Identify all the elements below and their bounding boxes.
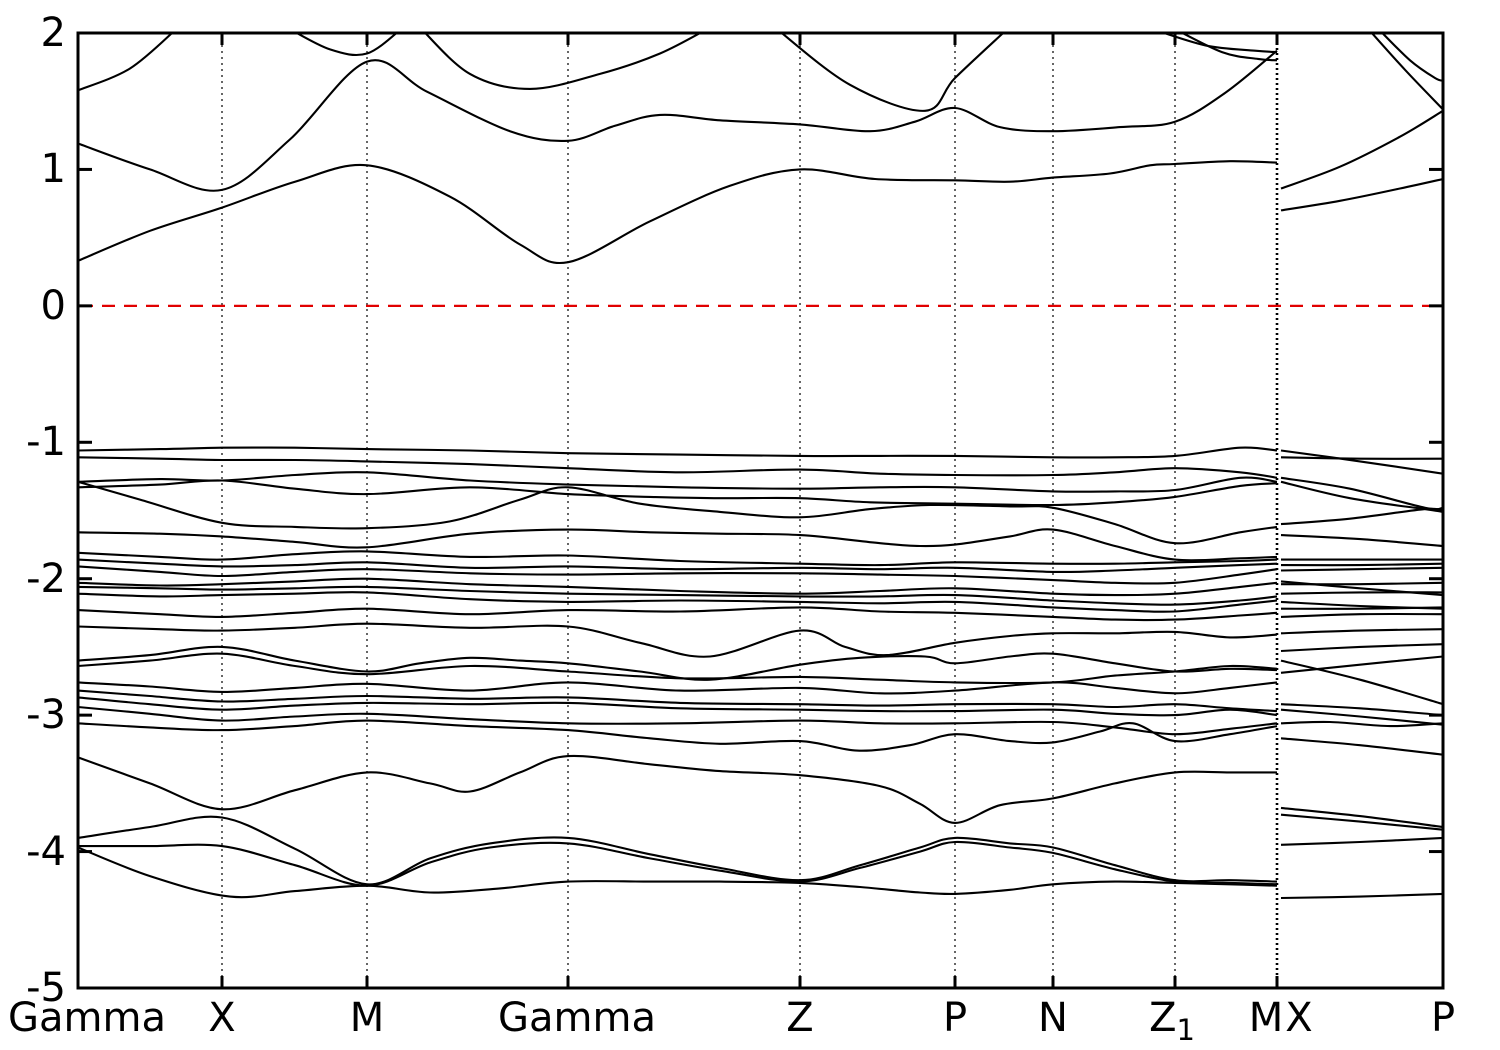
band-b4 bbox=[78, 846, 1278, 899]
y-tick-label: -4 bbox=[26, 828, 66, 875]
band-p27 bbox=[1280, 892, 1443, 900]
band-p24 bbox=[1280, 806, 1443, 829]
band-v9 bbox=[78, 565, 1278, 585]
band-v21 bbox=[78, 719, 1278, 752]
y-tick-label: -3 bbox=[26, 692, 66, 739]
band-v18 bbox=[78, 689, 1278, 713]
band-r1 bbox=[1280, 177, 1443, 212]
band-p3 bbox=[1280, 476, 1443, 511]
band-v14 bbox=[78, 622, 1278, 658]
band-v12 bbox=[78, 591, 1278, 613]
band-r2 bbox=[1280, 109, 1443, 190]
band-p19 bbox=[1280, 655, 1443, 674]
band-v11 bbox=[78, 585, 1278, 606]
x-axis-klabel: Gamma bbox=[8, 995, 166, 1041]
axis-ticks bbox=[78, 31, 1443, 990]
y-tick-label: -5 bbox=[26, 965, 66, 1011]
band-v7 bbox=[78, 550, 1278, 567]
energy-bands bbox=[78, 33, 1443, 900]
band-p21 bbox=[1280, 708, 1443, 726]
band-p15 bbox=[1280, 612, 1443, 618]
band-v16 bbox=[78, 652, 1278, 685]
band-b2 bbox=[78, 815, 1278, 886]
x-axis-klabel: P bbox=[1430, 995, 1456, 1041]
band-p4 bbox=[1280, 480, 1443, 513]
band-c1 bbox=[78, 160, 1278, 265]
band-p1 bbox=[1280, 449, 1443, 475]
band-v17 bbox=[78, 681, 1278, 695]
band-v4 bbox=[78, 479, 1278, 507]
band-p26 bbox=[1280, 836, 1443, 846]
band-p25 bbox=[1280, 813, 1443, 831]
band-p17 bbox=[1280, 643, 1443, 653]
band-v15 bbox=[78, 645, 1278, 681]
band-p9 bbox=[1280, 566, 1443, 572]
plot-frame bbox=[76, 31, 1445, 990]
band-v13 bbox=[78, 606, 1278, 622]
band-c6 bbox=[780, 33, 1005, 112]
y-tick-label: 2 bbox=[40, 10, 66, 56]
band-p5 bbox=[1280, 507, 1443, 526]
band-p14 bbox=[1280, 606, 1443, 610]
band-c5 bbox=[423, 33, 703, 90]
band-v19 bbox=[78, 696, 1278, 717]
y-tick-label: 1 bbox=[40, 146, 66, 193]
band-v10 bbox=[78, 577, 1278, 597]
band-p22 bbox=[1280, 720, 1443, 728]
band-v3 bbox=[78, 471, 1278, 493]
band-p2 bbox=[1280, 456, 1443, 460]
y-tick-label: 0 bbox=[40, 282, 66, 329]
band-p11 bbox=[1280, 581, 1443, 586]
x-axis-klabel: Gamma bbox=[498, 995, 656, 1041]
band-p20 bbox=[1280, 703, 1443, 717]
band-r4 bbox=[1380, 33, 1443, 82]
x-axis-klabel: X bbox=[1285, 995, 1313, 1041]
x-axis-klabel: N bbox=[1038, 995, 1068, 1041]
band-b1 bbox=[78, 754, 1277, 824]
band-v20 bbox=[78, 705, 1278, 736]
band-c3 bbox=[78, 33, 174, 92]
band-v8 bbox=[78, 558, 1278, 574]
x-axis-klabel: M bbox=[349, 995, 385, 1041]
y-tick-label: -2 bbox=[26, 555, 66, 602]
band-c8 bbox=[1180, 33, 1278, 62]
x-axis-klabel: Z1 bbox=[1149, 995, 1195, 1047]
band-r3 bbox=[1370, 33, 1443, 111]
band-p12 bbox=[1280, 591, 1443, 595]
band-c7 bbox=[1161, 33, 1278, 54]
band-p6 bbox=[1280, 534, 1443, 548]
band-v5 bbox=[78, 480, 1278, 545]
band-v6 bbox=[78, 528, 1278, 562]
band-v1 bbox=[78, 446, 1278, 459]
band-c4 bbox=[294, 33, 399, 57]
x-axis-klabel: X bbox=[208, 995, 236, 1041]
y-tick-label: -1 bbox=[26, 419, 66, 466]
band-b3 bbox=[78, 840, 1278, 887]
band-p18 bbox=[1280, 659, 1443, 706]
band-p23 bbox=[1280, 737, 1443, 756]
band-c2 bbox=[78, 49, 1278, 192]
band-v2 bbox=[78, 456, 1278, 479]
band-p8 bbox=[1280, 562, 1443, 567]
x-axis-klabel: M bbox=[1248, 995, 1284, 1041]
band-p10 bbox=[1280, 580, 1443, 597]
x-axis-klabel: Z bbox=[786, 995, 814, 1041]
band-p16 bbox=[1280, 628, 1443, 635]
x-axis-klabel: P bbox=[942, 995, 968, 1041]
kpoint-gridlines bbox=[221, 33, 1279, 988]
